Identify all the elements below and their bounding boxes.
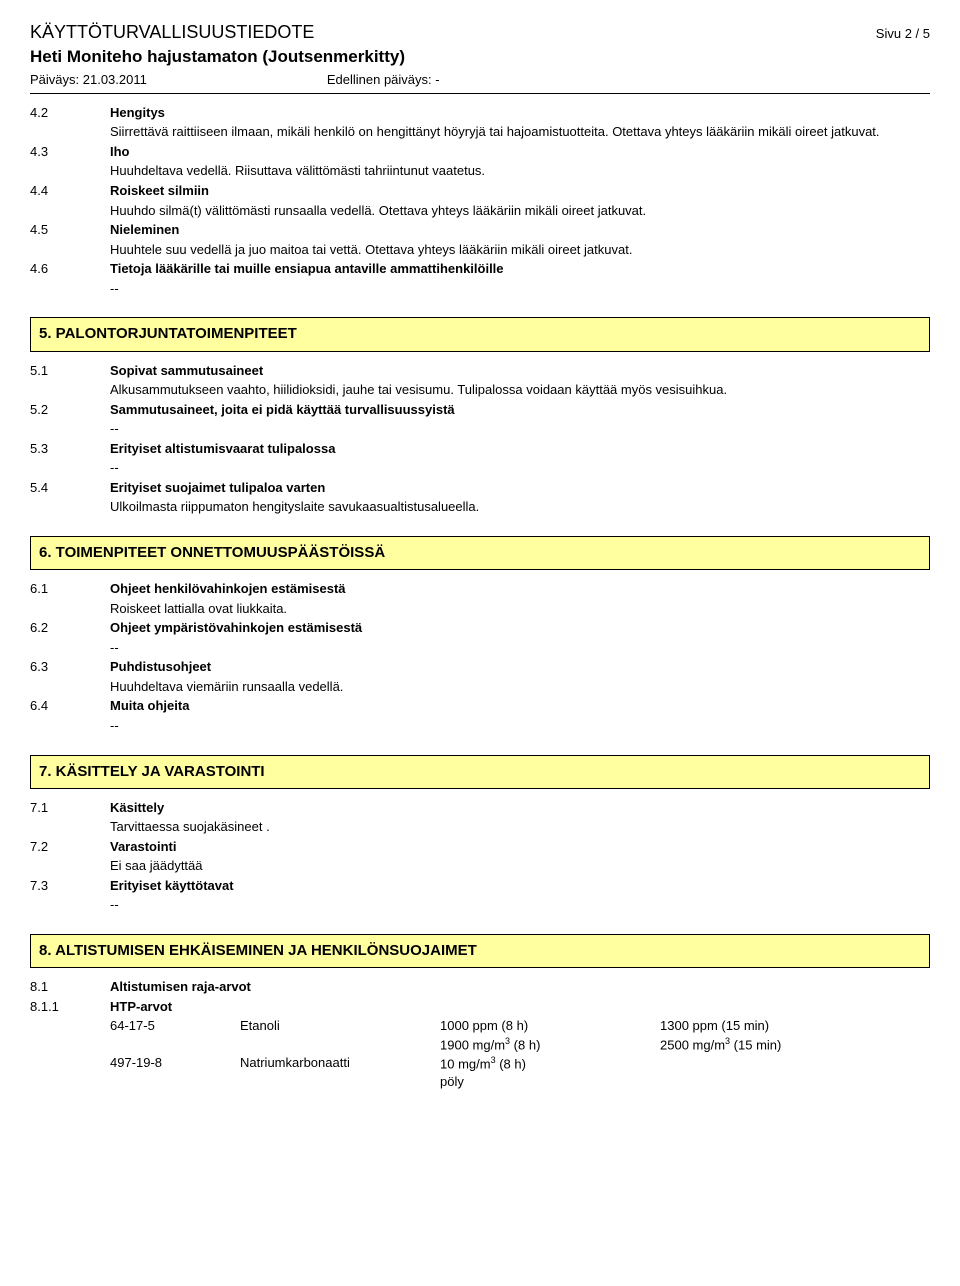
item-text: Huuhtele suu vedellä ja juo maitoa tai v… [110,241,930,259]
item-title: Sammutusaineet, joita ei pidä käyttää tu… [110,402,455,417]
item-text: Ulkoilmasta riippumaton hengityslaite sa… [110,498,930,516]
item-title: Ohjeet ympäristövahinkojen estämisestä [110,620,362,635]
htp-val-15min: 1300 ppm (15 min) [660,1017,880,1035]
item-num: 7.1 [30,799,110,817]
product-name: Heti Moniteho hajustamaton (Joutsenmerki… [30,46,930,69]
date-label: Päiväys: 21.03.2011 [30,71,147,89]
htp-name: Natriumkarbonaatti [240,1054,440,1073]
header-divider [30,93,930,94]
htp-name: Etanoli [240,1017,440,1035]
item-num: 6.4 [30,697,110,715]
item-title: Hengitys [110,105,165,120]
item-text: Huuhdeltava viemäriin runsaalla vedellä. [110,678,930,696]
page-number: Sivu 2 / 5 [876,25,930,43]
section-5-header: 5. PALONTORJUNTATOIMENPITEET [30,317,930,351]
section-6-items: 6.1Ohjeet henkilövahinkojen estämisestä … [30,580,930,734]
htp-cas: 64-17-5 [110,1017,240,1035]
doc-type-title: KÄYTTÖTURVALLISUUSTIEDOTE [30,20,314,44]
item-text: Alkusammutukseen vaahto, hiilidioksidi, … [110,381,930,399]
item-title: Tietoja lääkärille tai muille ensiapua a… [110,261,504,276]
htp-table: 64-17-5 Etanoli 1000 ppm (8 h) 1300 ppm … [110,1017,930,1090]
item-title: Varastointi [110,839,176,854]
item-num: 6.3 [30,658,110,676]
item-title: Sopivat sammutusaineet [110,363,263,378]
item-text: -- [110,420,930,438]
item-title: Käsittely [110,800,164,815]
item-num: 4.4 [30,182,110,200]
item-title: Nieleminen [110,222,179,237]
section-8-header: 8. ALTISTUMISEN EHKÄISEMINEN JA HENKILÖN… [30,934,930,968]
item-num: 4.6 [30,260,110,278]
item-text: -- [110,717,930,735]
item-num: 4.2 [30,104,110,122]
item-text: -- [110,459,930,477]
htp-val-8h: 1000 ppm (8 h) [440,1017,660,1035]
item-text: Huuhdeltava vedellä. Riisuttava välittöm… [110,162,930,180]
item-num: 5.1 [30,362,110,380]
section-6-header: 6. TOIMENPITEET ONNETTOMUUSPÄÄSTÖISSÄ [30,536,930,570]
htp-val-note: pöly [440,1073,660,1091]
section-5-items: 5.1Sopivat sammutusaineet Alkusammutukse… [30,362,930,516]
item-title: Roiskeet silmiin [110,183,209,198]
item-text: -- [110,280,930,298]
item-title: Erityiset altistumisvaarat tulipalossa [110,441,335,456]
item-text: Roiskeet lattialla ovat liukkaita. [110,600,930,618]
section-4-items: 4.2Hengitys Siirrettävä raittiiseen ilma… [30,104,930,297]
item-num: 8.1 [30,978,110,996]
item-num: 5.3 [30,440,110,458]
item-text: Siirrettävä raittiiseen ilmaan, mikäli h… [110,123,930,141]
item-title: Ohjeet henkilövahinkojen estämisestä [110,581,346,596]
item-num: 7.3 [30,877,110,895]
item-num: 5.4 [30,479,110,497]
htp-val-8h: 10 mg/m3 (8 h) [440,1054,660,1073]
item-title: Muita ohjeita [110,698,189,713]
item-text: -- [110,639,930,657]
item-text: Huuhdo silmä(t) välittömästi runsaalla v… [110,202,930,220]
item-title: Erityiset suojaimet tulipaloa varten [110,480,325,495]
htp-cas: 497-19-8 [110,1054,240,1073]
item-num: 4.3 [30,143,110,161]
item-title: Erityiset käyttötavat [110,878,234,893]
item-title: HTP-arvot [110,999,172,1014]
section-7-header: 7. KÄSITTELY JA VARASTOINTI [30,755,930,789]
item-num: 6.1 [30,580,110,598]
section-8-items: 8.1Altistumisen raja-arvot 8.1.1HTP-arvo… [30,978,930,1090]
item-title: Altistumisen raja-arvot [110,979,251,994]
item-text: Tarvittaessa suojakäsineet . [110,818,930,836]
item-title: Puhdistusohjeet [110,659,211,674]
item-num: 7.2 [30,838,110,856]
htp-val-8h-2: 1900 mg/m3 (8 h) [440,1035,660,1054]
item-title: Iho [110,144,130,159]
prev-date-label: Edellinen päiväys: - [327,71,440,89]
item-num: 5.2 [30,401,110,419]
item-num: 8.1.1 [30,998,110,1016]
section-7-items: 7.1Käsittely Tarvittaessa suojakäsineet … [30,799,930,914]
htp-val-15min-2: 2500 mg/m3 (15 min) [660,1035,880,1054]
item-text: Ei saa jäädyttää [110,857,930,875]
item-text: -- [110,896,930,914]
item-num: 6.2 [30,619,110,637]
item-num: 4.5 [30,221,110,239]
